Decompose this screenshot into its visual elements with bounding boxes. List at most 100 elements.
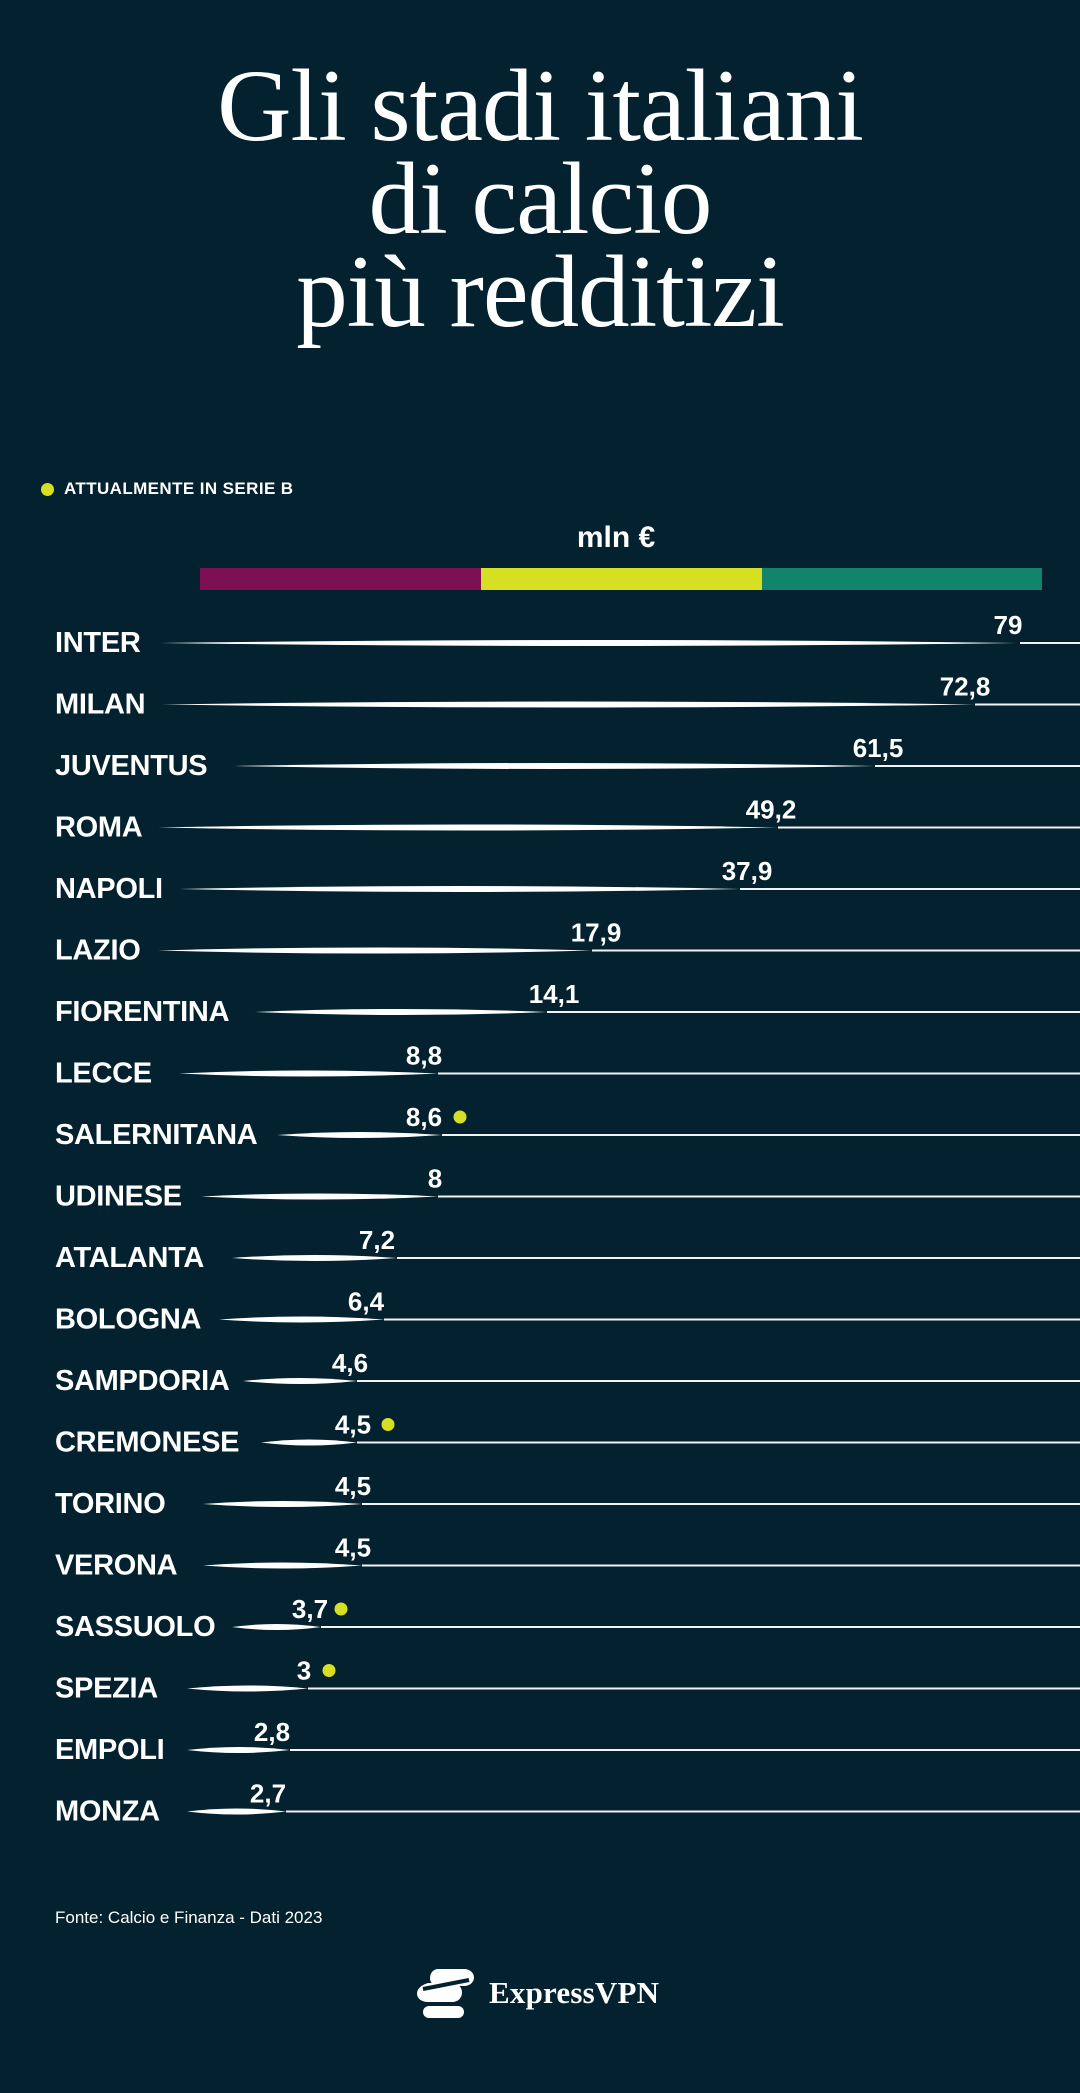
team-label: MILAN xyxy=(55,689,145,721)
value-stroke xyxy=(255,1009,547,1015)
value-label: 17,9 xyxy=(571,918,622,948)
chart-row-empoli: EMPOLI 2,8 xyxy=(55,1717,1080,1766)
team-label: TORINO xyxy=(55,1488,165,1520)
value-stroke xyxy=(243,1378,357,1384)
team-label: SALERNITANA xyxy=(55,1119,258,1151)
expressvpn-logo-icon xyxy=(417,1969,474,2018)
value-label: 49,2 xyxy=(746,795,797,825)
value-stroke xyxy=(234,763,875,769)
value-label: 6,4 xyxy=(348,1287,385,1317)
serie-b-dot-icon xyxy=(453,1110,467,1124)
value-label: 8,6 xyxy=(406,1102,442,1132)
value-stroke xyxy=(179,886,740,892)
chart-row-sassuolo: SASSUOLO 3,7 xyxy=(55,1594,1080,1643)
chart-row-salernitana: SALERNITANA 8,6 xyxy=(55,1102,1080,1151)
team-label: INTER xyxy=(55,627,141,659)
value-label: 4,5 xyxy=(335,1471,371,1501)
value-stroke xyxy=(187,1685,308,1692)
serie-b-legend: ATTUALMENTE IN SERIE B xyxy=(41,479,294,499)
chart-row-atalanta: ATALANTA 7,2 xyxy=(55,1225,1080,1274)
chart-row-bologna: BOLOGNA 6,4 xyxy=(55,1287,1080,1336)
value-label: 37,9 xyxy=(722,856,773,886)
value-label: 14,1 xyxy=(529,979,580,1009)
chart-row-spezia: SPEZIA 3 xyxy=(55,1656,1080,1705)
value-label: 4,6 xyxy=(332,1348,368,1378)
value-label: 72,8 xyxy=(940,672,991,702)
legend-label: ATTUALMENTE IN SERIE B xyxy=(64,479,294,498)
value-stroke xyxy=(179,1070,438,1077)
value-stroke xyxy=(219,1316,384,1323)
value-stroke xyxy=(232,1255,397,1261)
team-label: JUVENTUS xyxy=(55,750,207,782)
value-stroke xyxy=(201,1193,438,1200)
team-label: ATALANTA xyxy=(55,1242,204,1274)
serie-b-dot-icon xyxy=(381,1418,395,1431)
title-line-1: Gli stadi italiani xyxy=(217,49,864,163)
chart-row-lazio: LAZIO 17,9 xyxy=(55,918,1080,967)
team-label: LECCE xyxy=(55,1058,152,1090)
color-scale-bar xyxy=(200,568,1042,590)
team-label: VERONA xyxy=(55,1550,178,1582)
page-title: Gli stadi italiani di calcio più redditi… xyxy=(0,49,1080,349)
chart-row-torino: TORINO 4,5 xyxy=(55,1471,1080,1520)
chart-row-sampdoria: SAMPDORIA 4,6 xyxy=(55,1348,1080,1397)
scale-bar-segment-2 xyxy=(762,568,1042,590)
value-stroke xyxy=(187,1747,290,1753)
value-label: 3,7 xyxy=(292,1594,328,1624)
chart-row-inter: INTER 79 xyxy=(55,610,1080,659)
title-line-2: di calcio xyxy=(368,142,713,256)
value-label: 4,5 xyxy=(335,1410,371,1440)
value-stroke xyxy=(187,1808,286,1815)
team-label: BOLOGNA xyxy=(55,1304,201,1336)
scale-bar-segment-1 xyxy=(481,568,762,590)
value-label: 7,2 xyxy=(359,1225,395,1255)
chart-row-fiorentina: FIORENTINA 14,1 xyxy=(55,979,1080,1028)
value-label: 2,7 xyxy=(250,1779,286,1809)
expressvpn-logo: ExpressVPN xyxy=(417,1968,659,2018)
value-stroke xyxy=(158,947,592,954)
value-label: 4,5 xyxy=(335,1533,371,1563)
chart-row-juventus: JUVENTUS 61,5 xyxy=(55,733,1080,782)
team-label: EMPOLI xyxy=(55,1734,164,1766)
chart-row-udinese: UDINESE 8 xyxy=(55,1164,1080,1213)
team-label: SPEZIA xyxy=(55,1673,158,1705)
value-stroke xyxy=(261,1439,357,1446)
team-label: LAZIO xyxy=(55,935,141,967)
chart-row-cremonese: CREMONESE 4,5 xyxy=(55,1410,1080,1459)
chart-row-verona: VERONA 4,5 xyxy=(55,1533,1080,1582)
value-label: 79 xyxy=(994,610,1023,640)
chart-row-roma: ROMA 49,2 xyxy=(55,795,1080,844)
value-stroke xyxy=(158,824,778,831)
source-note: Fonte: Calcio e Finanza - Dati 2023 xyxy=(55,1908,323,1927)
value-label: 8,8 xyxy=(406,1041,442,1071)
chart-row-lecce: LECCE 8,8 xyxy=(55,1041,1080,1090)
value-label: 8 xyxy=(428,1164,442,1194)
team-label: FIORENTINA xyxy=(55,996,230,1028)
team-label: UDINESE xyxy=(55,1181,182,1213)
unit-label: mln € xyxy=(576,521,656,554)
expressvpn-wordmark: ExpressVPN xyxy=(489,1975,660,2010)
team-label: MONZA xyxy=(55,1796,160,1828)
serie-b-dot-icon xyxy=(41,482,54,496)
team-label: ROMA xyxy=(55,812,143,844)
value-label: 3 xyxy=(297,1656,311,1686)
value-stroke xyxy=(162,701,975,708)
stadium-revenue-chart: INTER 79 MILAN 72,8 JUVENTUS 61,5 ROMA 49,2 NAPO… xyxy=(55,610,1080,1828)
serie-b-dot-icon xyxy=(322,1664,336,1677)
value-stroke xyxy=(160,640,1020,646)
value-label: 2,8 xyxy=(254,1717,290,1747)
title-line-3: più redditizi xyxy=(296,235,785,349)
scale-bar-segment-0 xyxy=(200,568,481,590)
team-label: SASSUOLO xyxy=(55,1611,215,1643)
team-label: NAPOLI xyxy=(55,873,163,905)
serie-b-dot-icon xyxy=(334,1602,348,1616)
chart-row-milan: MILAN 72,8 xyxy=(55,672,1080,721)
chart-row-napoli: NAPOLI 37,9 xyxy=(55,856,1080,905)
value-stroke xyxy=(232,1624,321,1630)
team-label: SAMPDORIA xyxy=(55,1365,230,1397)
chart-row-monza: MONZA 2,7 xyxy=(55,1779,1080,1828)
value-label: 61,5 xyxy=(853,733,904,763)
value-stroke xyxy=(277,1132,442,1138)
value-stroke xyxy=(203,1501,362,1507)
value-stroke xyxy=(203,1562,362,1569)
